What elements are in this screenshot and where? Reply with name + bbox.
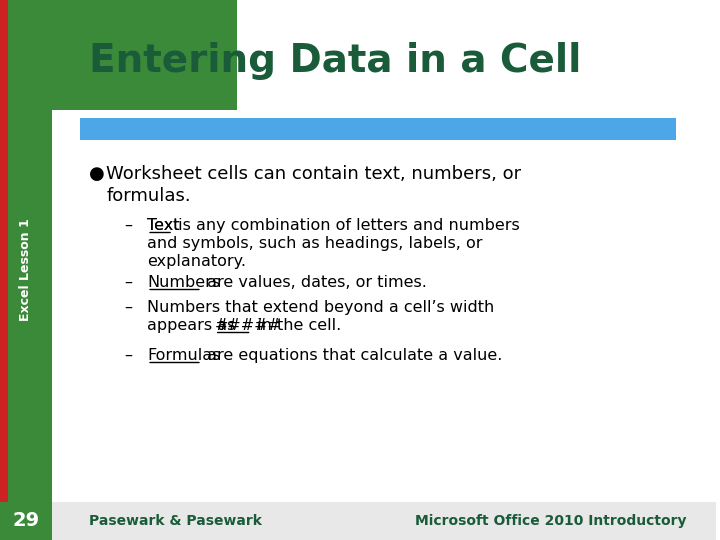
Bar: [0, 502, 52, 540]
Text: –: –: [125, 300, 132, 315]
Text: Worksheet cells can contain text, numbers, or: Worksheet cells can contain text, number…: [107, 165, 521, 183]
Text: #####: #####: [215, 318, 282, 333]
Text: Numbers that extend beyond a cell’s width: Numbers that extend beyond a cell’s widt…: [147, 300, 495, 315]
Text: and symbols, such as headings, labels, or: and symbols, such as headings, labels, o…: [147, 236, 482, 251]
Text: Formulas: Formulas: [147, 348, 220, 363]
Text: Microsoft Office 2010 Introductory: Microsoft Office 2010 Introductory: [415, 514, 686, 528]
Text: Pasewark & Pasewark: Pasewark & Pasewark: [89, 514, 262, 528]
Text: explanatory.: explanatory.: [147, 254, 246, 269]
FancyBboxPatch shape: [42, 0, 720, 520]
Text: –: –: [125, 275, 132, 290]
Text: are equations that calculate a value.: are equations that calculate a value.: [202, 348, 503, 363]
Text: Text: Text: [147, 218, 180, 233]
Text: Text: Text: [147, 218, 180, 233]
Text: appears as: appears as: [147, 318, 240, 333]
Text: Numbers: Numbers: [147, 275, 220, 290]
Bar: [0, 0, 8, 540]
Text: Excel Lesson 1: Excel Lesson 1: [19, 219, 32, 321]
Bar: [0, 502, 716, 540]
Text: is any combination of letters and numbers: is any combination of letters and number…: [173, 218, 520, 233]
Text: Entering Data in a Cell: Entering Data in a Cell: [89, 42, 582, 80]
Text: –: –: [125, 348, 132, 363]
Text: –: –: [125, 218, 132, 233]
Text: 29: 29: [12, 511, 40, 530]
Text: in the cell.: in the cell.: [251, 318, 341, 333]
Bar: [8, 0, 237, 110]
Text: are values, dates, or times.: are values, dates, or times.: [202, 275, 427, 290]
Text: formulas.: formulas.: [107, 187, 191, 205]
Bar: [79, 118, 676, 140]
Text: ●: ●: [89, 165, 105, 183]
Bar: [0, 0, 52, 540]
